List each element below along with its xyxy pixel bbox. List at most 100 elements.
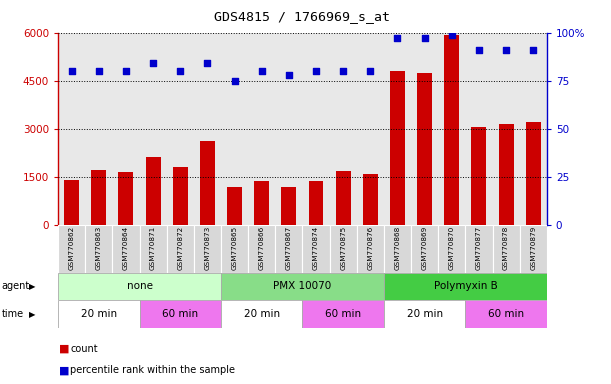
Point <box>94 68 104 74</box>
Bar <box>58 273 221 300</box>
Text: GSM770877: GSM770877 <box>476 226 482 270</box>
Bar <box>85 225 112 273</box>
Text: GSM770867: GSM770867 <box>286 226 292 270</box>
Bar <box>248 225 276 273</box>
Text: PMX 10070: PMX 10070 <box>273 281 332 291</box>
Bar <box>139 33 167 225</box>
Point <box>393 35 403 41</box>
Bar <box>411 225 438 273</box>
Point <box>365 68 375 74</box>
Bar <box>499 124 514 225</box>
Bar <box>221 225 248 273</box>
Bar <box>438 33 466 225</box>
Bar <box>472 127 486 225</box>
Text: GSM770862: GSM770862 <box>68 226 75 270</box>
Bar <box>363 174 378 225</box>
Bar <box>58 33 85 225</box>
Bar <box>466 33 492 225</box>
Bar <box>167 33 194 225</box>
Bar <box>302 225 329 273</box>
Text: GSM770878: GSM770878 <box>503 226 509 270</box>
Text: ▶: ▶ <box>29 310 36 319</box>
Bar <box>139 300 221 328</box>
Text: 60 min: 60 min <box>162 309 199 319</box>
Bar <box>227 187 242 225</box>
Point <box>175 68 185 74</box>
Text: 60 min: 60 min <box>325 309 361 319</box>
Text: 20 min: 20 min <box>406 309 443 319</box>
Bar <box>64 180 79 225</box>
Text: time: time <box>2 309 24 319</box>
Bar <box>390 71 405 225</box>
Bar <box>444 35 459 225</box>
Bar <box>200 141 215 225</box>
Bar <box>221 300 302 328</box>
Point <box>230 78 240 84</box>
Point <box>284 72 294 78</box>
Text: GSM770868: GSM770868 <box>395 226 400 270</box>
Bar <box>335 171 351 225</box>
Bar <box>492 225 520 273</box>
Text: GSM770864: GSM770864 <box>123 226 129 270</box>
Bar <box>329 225 357 273</box>
Bar <box>492 33 520 225</box>
Point <box>420 35 430 41</box>
Point <box>338 68 348 74</box>
Bar <box>309 182 323 225</box>
Bar <box>139 225 167 273</box>
Bar <box>145 157 161 225</box>
Text: GSM770879: GSM770879 <box>530 226 536 270</box>
Text: GSM770875: GSM770875 <box>340 226 346 270</box>
Text: percentile rank within the sample: percentile rank within the sample <box>70 365 235 375</box>
Text: GSM770876: GSM770876 <box>367 226 373 270</box>
Text: GSM770865: GSM770865 <box>232 226 238 270</box>
Bar <box>466 300 547 328</box>
Bar <box>384 225 411 273</box>
Bar <box>384 300 466 328</box>
Point <box>121 68 131 74</box>
Bar <box>466 225 492 273</box>
Text: GSM770872: GSM770872 <box>177 226 183 270</box>
Point <box>529 47 538 53</box>
Text: ▶: ▶ <box>29 282 36 291</box>
Bar <box>520 33 547 225</box>
Text: GSM770870: GSM770870 <box>449 226 455 270</box>
Point <box>202 60 212 66</box>
Text: GSM770873: GSM770873 <box>205 226 210 270</box>
Bar <box>167 225 194 273</box>
Text: 20 min: 20 min <box>81 309 117 319</box>
Bar <box>112 33 139 225</box>
Bar <box>411 33 438 225</box>
Bar <box>112 225 139 273</box>
Text: 60 min: 60 min <box>488 309 524 319</box>
Text: GDS4815 / 1766969_s_at: GDS4815 / 1766969_s_at <box>214 10 390 23</box>
Point <box>257 68 266 74</box>
Bar <box>254 182 269 225</box>
Bar <box>119 172 133 225</box>
Bar <box>417 73 432 225</box>
Bar <box>194 225 221 273</box>
Bar <box>302 300 384 328</box>
Bar <box>384 33 411 225</box>
Text: GSM770871: GSM770871 <box>150 226 156 270</box>
Bar <box>173 167 188 225</box>
Text: agent: agent <box>2 281 30 291</box>
Bar <box>357 33 384 225</box>
Text: GSM770869: GSM770869 <box>422 226 428 270</box>
Bar <box>194 33 221 225</box>
Bar <box>282 187 296 225</box>
Bar <box>520 225 547 273</box>
Point <box>67 68 76 74</box>
Point <box>311 68 321 74</box>
Point <box>501 47 511 53</box>
Bar <box>438 225 466 273</box>
Bar <box>58 300 139 328</box>
Text: GSM770874: GSM770874 <box>313 226 319 270</box>
Bar <box>526 122 541 225</box>
Text: count: count <box>70 344 98 354</box>
Point <box>148 60 158 66</box>
Bar <box>302 33 329 225</box>
Bar <box>91 170 106 225</box>
Bar <box>248 33 276 225</box>
Bar <box>221 273 384 300</box>
